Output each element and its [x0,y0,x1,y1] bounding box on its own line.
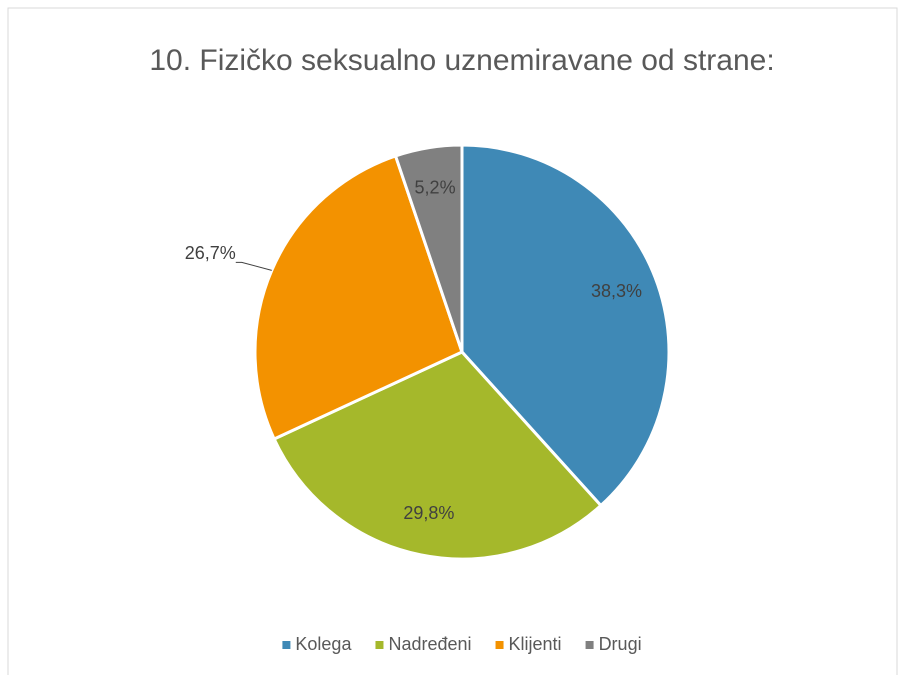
data-label: 38,3% [591,281,642,301]
pie-slice [253,154,464,441]
chart-title: 10. Fizičko seksualno uznemiravane od st… [149,44,774,77]
legend-label: Drugi [599,634,642,654]
legend-label: Nadređeni [388,634,471,654]
data-label: 5,2% [415,177,456,197]
leader-line [235,261,272,271]
legend-marker [585,641,594,649]
data-label: 29,8% [403,503,454,523]
pie-slice [460,143,671,508]
data-label: 26,7% [185,243,236,263]
legend-marker [282,641,291,649]
legend-label: Klijenti [509,634,562,654]
pie-slice [393,143,464,353]
legend-label: Kolega [295,634,352,654]
legend-marker [495,641,504,649]
legend-marker [375,641,384,649]
pie-slice [272,350,603,561]
